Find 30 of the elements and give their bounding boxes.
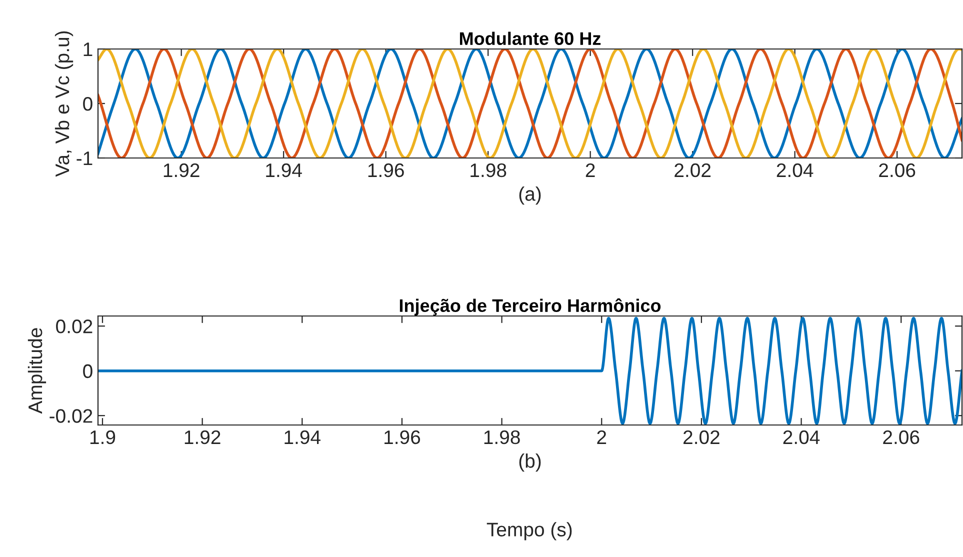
x-tick-label: 2.04	[776, 163, 814, 178]
x-tick-label: 2	[586, 163, 595, 177]
x-tick-label: 1.92	[164, 163, 200, 178]
x-axis-title: (a)	[519, 186, 541, 205]
x-tick-label: 1.94	[284, 430, 320, 444]
x-tick-label: 2	[597, 430, 606, 444]
x-tick-label: 1.92	[184, 430, 220, 444]
y-axis-title: Va, Vb e Vc (p.u)	[54, 31, 74, 177]
x-axis-title: (b)	[519, 454, 541, 472]
y-tick-label: -0.02	[50, 409, 92, 423]
x-tick-label: 2.06	[883, 430, 920, 444]
x-tick-label: 1.96	[368, 163, 404, 178]
x-tick-label: 1.96	[384, 430, 420, 444]
x-tick-label: 1.9	[90, 430, 116, 444]
x-tick-label: 2.02	[684, 430, 720, 444]
x-tick-label: 2.02	[674, 163, 711, 178]
x-tick-label: 1.98	[484, 430, 520, 444]
y-tick-label: 0	[83, 96, 92, 111]
y-tick-label: 0.02	[56, 320, 92, 334]
x-tick-label: 1.98	[470, 163, 506, 178]
y-axis-title: Amplitude	[28, 328, 46, 414]
y-tick-label: 0	[83, 364, 92, 378]
chart-title: Injeção de Terceiro Harmônico	[400, 298, 661, 316]
chart-title: Modulante 60 Hz	[460, 32, 601, 46]
y-tick-label: -1	[76, 152, 92, 166]
x-tick-label: 1.94	[266, 163, 302, 178]
x-tick-label: 2.06	[879, 163, 916, 178]
x-tick-label: 2.04	[783, 430, 820, 444]
text: Tempo (s)	[486, 522, 572, 540]
y-tick-label: 1	[84, 42, 92, 56]
